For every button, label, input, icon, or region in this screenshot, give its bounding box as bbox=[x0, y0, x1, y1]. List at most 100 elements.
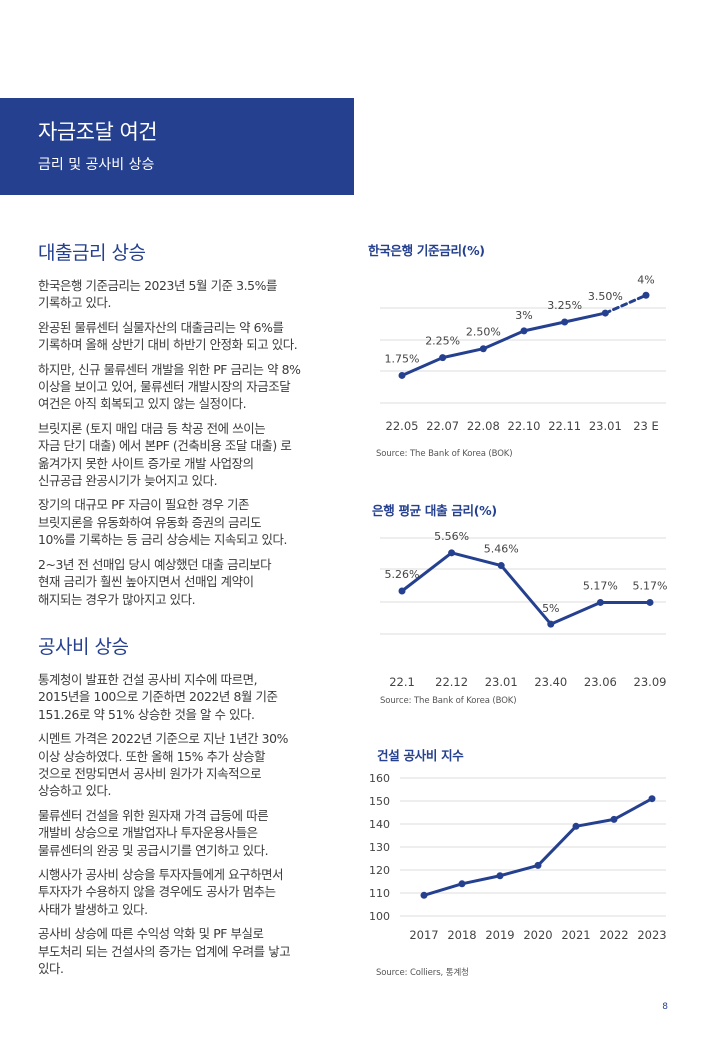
text-line: 투자자가 수용하지 않을 경우에도 공사가 멈추는 bbox=[38, 884, 276, 900]
series-segment bbox=[522, 320, 567, 333]
text-line: 해지되는 경우가 많아지고 있다. bbox=[38, 591, 196, 607]
data-point bbox=[439, 354, 447, 362]
data-label: 2.50% bbox=[466, 326, 501, 339]
data-label: 1.75% bbox=[385, 352, 420, 365]
data-label: 2.25% bbox=[425, 335, 460, 348]
paragraph: 공사비 상승에 따른 수익성 악화 및 PF 부실로 부도처리 되는 건설사의 증… bbox=[38, 925, 343, 977]
text-line: 기록하며 올해 상반기 대비 하반기 안정화 되고 있다. bbox=[38, 337, 298, 353]
banner-title: 자금조달 여건 bbox=[38, 120, 158, 144]
text-line: 여건은 아직 회복되고 있지 않는 실정이다. bbox=[38, 396, 247, 412]
data-label: 4% bbox=[637, 273, 654, 286]
data-point bbox=[458, 880, 466, 888]
paragraph: 2~3년 전 선매입 당시 예상했던 대출 금리보다 현재 금리가 훨씬 높아지면… bbox=[38, 556, 343, 608]
paragraph: 시멘트 가격은 2022년 기준으로 지난 1년간 30% 이상 상승하였다. 또… bbox=[38, 730, 343, 800]
series-segment bbox=[574, 817, 616, 828]
paragraph: 브릿지론 (토지 매입 대금 등 착공 전에 쓰이는 자금 단기 대출) 에서 본… bbox=[38, 420, 343, 490]
text-line: 사태가 발생하고 있다. bbox=[38, 901, 148, 917]
data-point bbox=[648, 795, 656, 803]
text-line: 통계청이 발표한 건설 공사비 지수에 따르면, bbox=[38, 672, 258, 687]
x-tick-label: 22.10 bbox=[508, 419, 541, 433]
section-construction-costs: 공사비 상승 통계청이 발표한 건설 공사비 지수에 따르면, 2015년을 10… bbox=[38, 632, 343, 978]
text-line: 기록하고 있다. bbox=[38, 295, 112, 311]
data-label: 3% bbox=[515, 309, 532, 322]
series-segment bbox=[499, 564, 553, 626]
section-heading: 대출금리 상승 bbox=[38, 242, 146, 264]
paragraph: 완공된 물류센터 실물자산의 대출금리는 약 6%를 기록하며 올해 상반기 대비… bbox=[38, 319, 343, 354]
data-point bbox=[646, 598, 654, 606]
x-tick-label: 2023 bbox=[637, 928, 666, 942]
paragraph: 시행사가 공사비 상승을 투자자들에게 요구하면서 투자자가 수용하지 않을 경우… bbox=[38, 866, 343, 918]
series-segment bbox=[536, 824, 578, 867]
chart2-source: Source: The Bank of Korea (BOK) bbox=[380, 696, 517, 706]
chart1-title: 한국은행 기준금리(%) bbox=[368, 243, 485, 258]
data-label: 5.26% bbox=[385, 568, 420, 581]
x-tick-label: 2019 bbox=[485, 928, 514, 942]
data-point bbox=[479, 345, 487, 353]
text-line: 시멘트 가격은 2022년 기준으로 지난 1년간 30% bbox=[38, 731, 288, 747]
chart-bank-loan-rate: 5.26% 5.56% 5.46% 5% 5.17% 5.17% 22.1 22.12 23.0… bbox=[380, 530, 667, 689]
x-tick-label: 22.05 bbox=[386, 419, 419, 433]
x-tick-label: 22.08 bbox=[467, 419, 500, 433]
paragraph: 장기의 대규모 PF 자금이 필요한 경우 기존 브릿지론을 유동화하여 유동화 … bbox=[38, 496, 343, 548]
chart3-source: Source: Colliers, 통계청 bbox=[376, 968, 469, 978]
series-segment bbox=[498, 863, 540, 878]
x-tick-label: 22.07 bbox=[426, 419, 459, 433]
text-line: 물류센터 건설을 위한 원자재 가격 급등에 따른 bbox=[38, 807, 269, 823]
data-point bbox=[448, 549, 456, 557]
series-segment bbox=[400, 356, 445, 377]
data-point bbox=[497, 562, 505, 570]
text-line: 하지만, 신규 물류센터 개발을 위한 PF 금리는 약 8% bbox=[38, 361, 301, 377]
data-label: 5.46% bbox=[484, 543, 519, 556]
x-tick-label: 2020 bbox=[523, 928, 552, 942]
y-tick-label: 110 bbox=[369, 887, 390, 900]
data-label: 3.50% bbox=[588, 290, 623, 303]
data-label: 5.56% bbox=[434, 530, 469, 543]
page-number: 8 bbox=[662, 1002, 668, 1012]
data-label: 5% bbox=[542, 602, 559, 615]
data-point bbox=[547, 620, 555, 628]
series-segment bbox=[481, 329, 526, 351]
text-line: 부도처리 되는 건설사의 증가는 업계에 우려를 낳고 bbox=[38, 943, 291, 959]
data-point bbox=[534, 861, 542, 869]
text-line: 자금 단기 대출) 에서 본PF (건축비용 조달 대출) 로 bbox=[38, 438, 292, 454]
data-point bbox=[398, 587, 406, 595]
x-tick-label: 2017 bbox=[409, 928, 438, 942]
text-line: 것으로 전망되면서 공사비 원가가 지속적으로 bbox=[38, 766, 262, 782]
text-line: 151.26로 약 51% 상승한 것을 알 수 있다. bbox=[38, 706, 255, 722]
y-tick-label: 160 bbox=[369, 772, 390, 785]
y-tick-label: 150 bbox=[369, 795, 390, 808]
x-tick-label: 22.1 bbox=[389, 675, 415, 689]
text-line: 이상 상승하였다. 또한 올해 15% 추가 상승할 bbox=[38, 748, 266, 764]
text-line: 장기의 대규모 PF 자금이 필요한 경우 기존 bbox=[38, 497, 250, 513]
text-line: 신규공급 완공시기가 늦어지고 있다. bbox=[38, 473, 218, 489]
series-segment bbox=[400, 551, 454, 593]
chart-construction-cost-index: 100 110 120 130 140 150 160 2017 2018 2019 2020 202… bbox=[369, 772, 667, 942]
text-line: 2015년을 100으로 기준하면 2022년 8월 기준 bbox=[38, 689, 278, 705]
section-body: 통계청이 발표한 건설 공사비 지수에 따르면, 2015년을 100으로 기준하… bbox=[38, 671, 343, 978]
series-segment bbox=[612, 797, 654, 821]
series-segment bbox=[460, 874, 502, 886]
data-point bbox=[520, 327, 528, 335]
x-tick-label: 23.01 bbox=[485, 675, 518, 689]
text-line: 이상을 보이고 있어, 물류센터 개발시장의 자금조달 bbox=[38, 379, 291, 395]
paragraph: 하지만, 신규 물류센터 개발을 위한 PF 금리는 약 8% 이상을 보이고 있… bbox=[38, 361, 343, 413]
data-label: 5.17% bbox=[583, 579, 618, 592]
data-point bbox=[561, 318, 569, 326]
series-segment bbox=[549, 600, 602, 626]
section-heading: 공사비 상승 bbox=[38, 636, 129, 658]
paragraph: 물류센터 건설을 위한 원자재 가격 급등에 따른 개발비 상승으로 개발업자나 … bbox=[38, 807, 343, 859]
text-line: 옮겨가지 못한 사이트 증가로 개발 사업장의 bbox=[38, 455, 254, 471]
text-line: 현재 금리가 훨씬 높아지면서 선매입 계약이 bbox=[38, 574, 254, 590]
section-banner: 자금조달 여건 금리 및 공사비 상승 bbox=[0, 98, 354, 195]
series-segment bbox=[422, 882, 464, 897]
data-point bbox=[496, 872, 504, 880]
text-line: 물류센터의 완공 및 공급시기를 연기하고 있다. bbox=[38, 842, 269, 858]
data-point bbox=[601, 309, 609, 317]
y-tick-label: 100 bbox=[369, 910, 390, 923]
chart-base-rate: 1.75% 2.25% 2.50% 3% 3.25% 3.50% 4% 22.05 22.07 2… bbox=[380, 273, 666, 433]
text-line: 한국은행 기준금리는 2023년 5월 기준 3.5%를 bbox=[38, 278, 277, 293]
series-segment bbox=[450, 551, 503, 568]
data-point bbox=[596, 598, 604, 606]
